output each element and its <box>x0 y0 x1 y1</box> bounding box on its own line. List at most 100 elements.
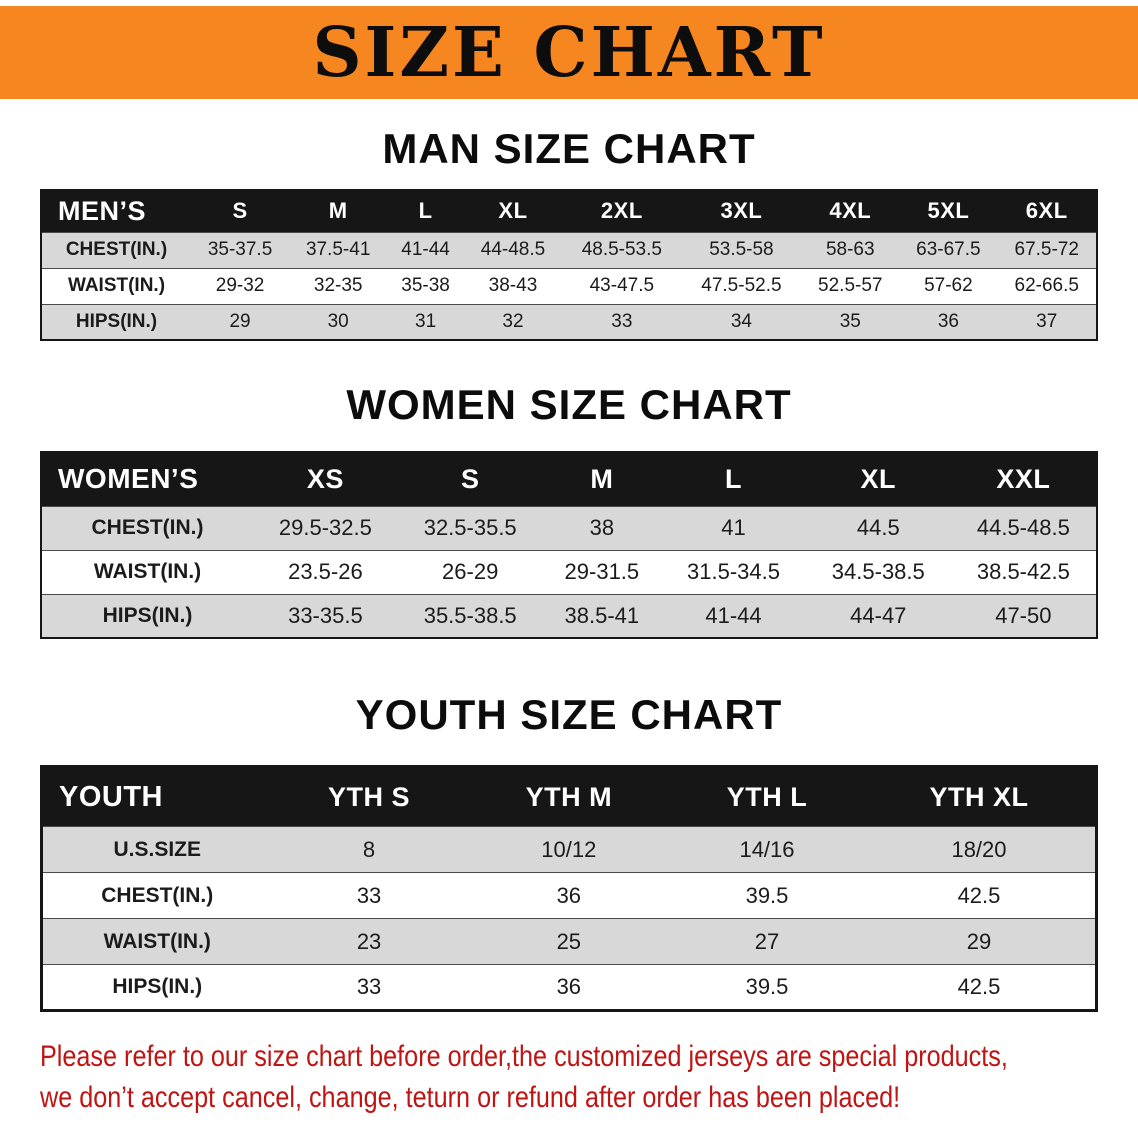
value-cell: 30 <box>327 310 349 332</box>
column-header: M <box>542 452 662 506</box>
value-cell: 41-44 <box>705 602 762 628</box>
value-cell: 29-31.5 <box>564 559 640 584</box>
column-header: XS <box>253 452 398 506</box>
size-chart-page: SIZE CHART MAN SIZE CHART MEN’S S M L XL 2XL 3X… <box>0 6 1138 1118</box>
value-cell: 36 <box>556 974 582 999</box>
table-corner-label: YOUTH <box>41 766 272 827</box>
value-cell: 44-48.5 <box>480 239 546 260</box>
value-cell: 36 <box>556 882 582 908</box>
value-cell: 47-50 <box>995 602 1052 628</box>
column-header: YTH XL <box>862 766 1097 827</box>
section-heading: MAN SIZE CHART <box>382 125 756 172</box>
value-cell: 35-37.5 <box>207 239 273 260</box>
chart-sections: MAN SIZE CHART MEN’S S M L XL 2XL 3XL 4XL 5XL 6XL C… <box>0 125 1138 1012</box>
table-row: CHEST(IN.) 29.5-32.5 32.5-35.5 38 41 44.5 44.5… <box>41 506 1097 550</box>
value-cell: 44.5 <box>856 515 900 540</box>
column-header: XL <box>463 190 563 232</box>
table-row: WAIST(IN.) 23 25 27 29 <box>41 918 1097 965</box>
table-row: WAIST(IN.) 29-32 32-35 35-38 38-43 43-47.5 47.… <box>41 268 1097 304</box>
value-cell: 39.5 <box>745 882 789 908</box>
row-label: U.S.SIZE <box>113 837 202 861</box>
value-cell: 63-67.5 <box>916 239 981 260</box>
value-cell: 23 <box>356 928 382 954</box>
table-header-row: WOMEN’S XS S M L XL XXL <box>41 452 1097 506</box>
value-cell: 23.5-26 <box>288 559 363 584</box>
value-cell: 34 <box>730 310 752 332</box>
value-cell: 31.5-34.5 <box>687 559 780 584</box>
value-cell: 32.5-35.5 <box>423 515 517 540</box>
value-cell: 33 <box>356 882 382 908</box>
row-label: WAIST(IN.) <box>93 560 202 583</box>
row-label: HIPS(IN.) <box>102 603 193 627</box>
column-header: 3XL <box>681 190 802 232</box>
value-cell: 10/12 <box>541 836 597 862</box>
column-header: XL <box>805 452 951 506</box>
value-cell: 8 <box>362 836 376 862</box>
size-section: MAN SIZE CHART MEN’S S M L XL 2XL 3XL 4XL 5XL 6XL C… <box>0 125 1138 341</box>
value-cell: 29-32 <box>215 275 265 296</box>
value-cell: 32 <box>502 310 524 332</box>
column-header: S <box>397 452 543 506</box>
value-cell: 29 <box>229 310 251 332</box>
value-cell: 58-63 <box>825 239 875 260</box>
row-label: CHEST(IN.) <box>101 883 214 907</box>
table-corner-label: MEN’S <box>41 190 191 232</box>
row-label: CHEST(IN.) <box>91 516 204 539</box>
size-table: WOMEN’S XS S M L XL XXL CHEST(IN.) 29.5-32.5 32.5… <box>40 451 1098 639</box>
value-cell: 57-62 <box>924 275 973 296</box>
column-header: XXL <box>950 452 1097 506</box>
section-heading: WOMEN SIZE CHART <box>346 381 792 428</box>
value-cell: 26-29 <box>442 559 499 584</box>
value-cell: 52.5-57 <box>818 275 883 296</box>
size-section: YOUTH SIZE CHART YOUTH YTH S YTH M YTH L YTH … <box>0 691 1138 1012</box>
value-cell: 39.5 <box>745 974 789 999</box>
disclaimer: Please refer to our size chart before or… <box>40 1036 1138 1118</box>
value-cell: 41 <box>721 515 746 540</box>
size-table: MEN’S S M L XL 2XL 3XL 4XL 5XL 6XL CHEST(IN.) 35-37… <box>40 189 1098 341</box>
value-cell: 29 <box>966 928 992 954</box>
value-cell: 43-47.5 <box>589 275 655 296</box>
value-cell: 35 <box>839 310 861 332</box>
value-cell: 44-47 <box>850 602 907 628</box>
value-cell: 53.5-58 <box>709 239 774 260</box>
value-cell: 37.5-41 <box>305 239 371 260</box>
value-cell: 33-35.5 <box>288 602 363 628</box>
disclaimer-line-1: Please refer to our size chart before or… <box>40 1040 1008 1073</box>
column-header: 5XL <box>899 190 998 232</box>
value-cell: 34.5-38.5 <box>831 559 925 584</box>
value-cell: 33 <box>356 974 382 999</box>
value-cell: 48.5-53.5 <box>581 239 662 260</box>
value-cell: 35.5-38.5 <box>423 602 517 628</box>
value-cell: 67.5-72 <box>1014 239 1079 260</box>
value-cell: 38 <box>589 515 615 540</box>
banner: SIZE CHART <box>0 6 1138 99</box>
column-header: YTH L <box>671 766 863 827</box>
column-header: 6XL <box>997 190 1097 232</box>
value-cell: 42.5 <box>957 974 1001 999</box>
value-cell: 47.5-52.5 <box>701 275 782 296</box>
value-cell: 33 <box>611 310 633 332</box>
value-cell: 41-44 <box>401 239 450 260</box>
row-label: WAIST(IN.) <box>67 275 166 296</box>
table-row: HIPS(IN.) 33 36 39.5 42.5 <box>41 964 1097 1011</box>
value-cell: 27 <box>754 928 780 954</box>
value-cell: 25 <box>556 928 582 954</box>
value-cell: 62-66.5 <box>1014 275 1079 296</box>
table-row: HIPS(IN.) 29 30 31 32 33 34 35 36 37 <box>41 304 1097 340</box>
column-header: S <box>191 190 290 232</box>
value-cell: 35-38 <box>401 275 450 296</box>
table-row: U.S.SIZE 8 10/12 14/16 18/20 <box>41 826 1097 873</box>
disclaimer-line-2: we don’t accept cancel, change, teturn o… <box>40 1081 901 1114</box>
table-row: WAIST(IN.) 23.5-26 26-29 29-31.5 31.5-34.5 34… <box>41 550 1097 594</box>
column-header: YTH M <box>466 766 672 827</box>
value-cell: 38-43 <box>488 275 538 296</box>
row-label: HIPS(IN.) <box>112 975 203 998</box>
value-cell: 31 <box>415 310 437 332</box>
value-cell: 29.5-32.5 <box>278 515 372 540</box>
value-cell: 18/20 <box>951 836 1007 862</box>
size-section: WOMEN SIZE CHART WOMEN’S XS S M L XL XXL CHEST(I… <box>0 381 1138 639</box>
value-cell: 37 <box>1036 310 1058 332</box>
section-heading: YOUTH SIZE CHART <box>355 691 783 738</box>
column-header: L <box>387 190 464 232</box>
value-cell: 38.5-41 <box>564 602 640 628</box>
